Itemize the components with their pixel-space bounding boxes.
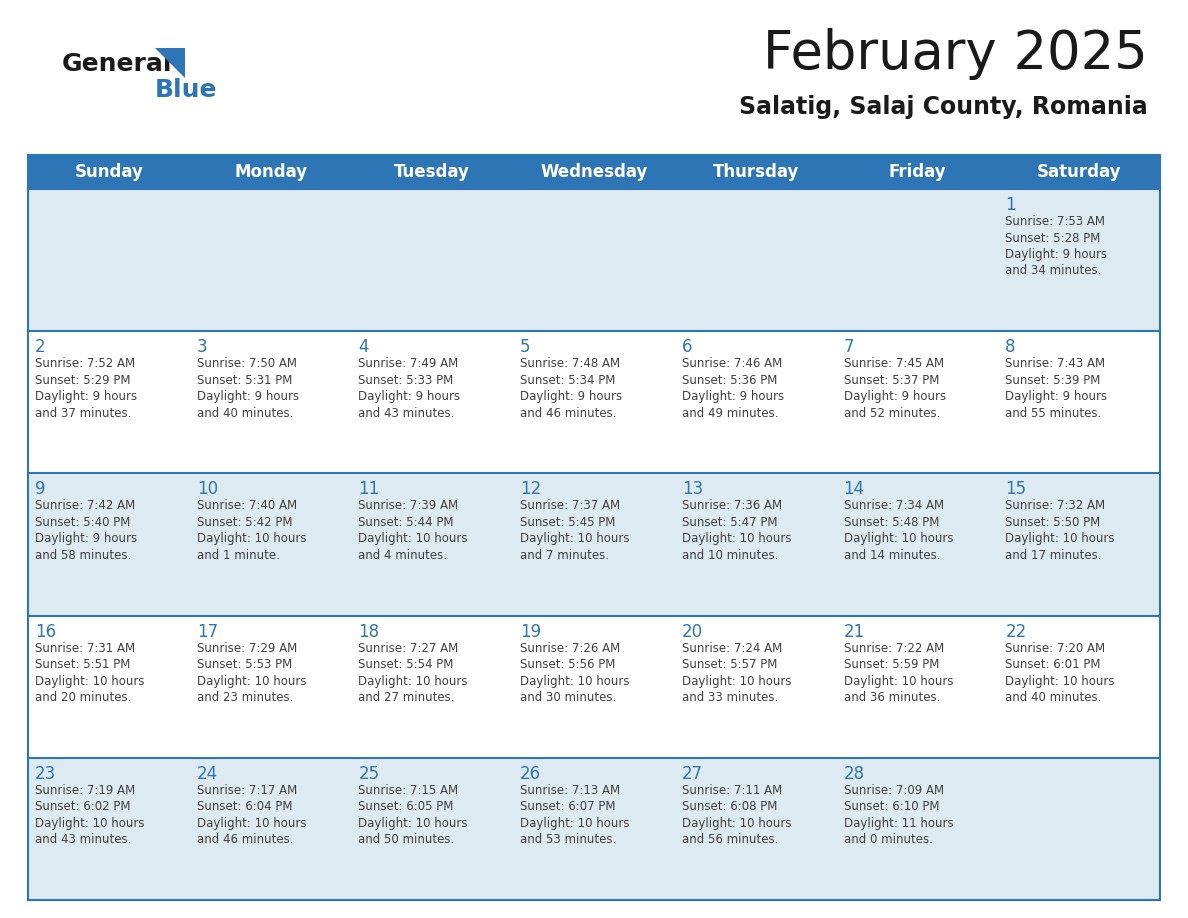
Text: Tuesday: Tuesday: [394, 163, 470, 181]
Text: Sunrise: 7:49 AM
Sunset: 5:33 PM
Daylight: 9 hours
and 43 minutes.: Sunrise: 7:49 AM Sunset: 5:33 PM Dayligh…: [359, 357, 461, 420]
Text: Sunrise: 7:17 AM
Sunset: 6:04 PM
Daylight: 10 hours
and 46 minutes.: Sunrise: 7:17 AM Sunset: 6:04 PM Dayligh…: [197, 784, 307, 846]
Text: Sunrise: 7:29 AM
Sunset: 5:53 PM
Daylight: 10 hours
and 23 minutes.: Sunrise: 7:29 AM Sunset: 5:53 PM Dayligh…: [197, 642, 307, 704]
Text: 5: 5: [520, 338, 531, 356]
Text: Sunrise: 7:37 AM
Sunset: 5:45 PM
Daylight: 10 hours
and 7 minutes.: Sunrise: 7:37 AM Sunset: 5:45 PM Dayligh…: [520, 499, 630, 562]
Text: Sunrise: 7:45 AM
Sunset: 5:37 PM
Daylight: 9 hours
and 52 minutes.: Sunrise: 7:45 AM Sunset: 5:37 PM Dayligh…: [843, 357, 946, 420]
Text: 22: 22: [1005, 622, 1026, 641]
Text: 3: 3: [197, 338, 208, 356]
Text: Sunrise: 7:32 AM
Sunset: 5:50 PM
Daylight: 10 hours
and 17 minutes.: Sunrise: 7:32 AM Sunset: 5:50 PM Dayligh…: [1005, 499, 1114, 562]
Text: Salatig, Salaj County, Romania: Salatig, Salaj County, Romania: [739, 95, 1148, 119]
Text: Sunrise: 7:52 AM
Sunset: 5:29 PM
Daylight: 9 hours
and 37 minutes.: Sunrise: 7:52 AM Sunset: 5:29 PM Dayligh…: [34, 357, 137, 420]
Text: 24: 24: [197, 765, 217, 783]
Text: 27: 27: [682, 765, 703, 783]
Text: 26: 26: [520, 765, 542, 783]
Text: 10: 10: [197, 480, 217, 498]
Text: 28: 28: [843, 765, 865, 783]
Text: 25: 25: [359, 765, 379, 783]
Text: 12: 12: [520, 480, 542, 498]
Text: 1: 1: [1005, 196, 1016, 214]
Text: Sunrise: 7:26 AM
Sunset: 5:56 PM
Daylight: 10 hours
and 30 minutes.: Sunrise: 7:26 AM Sunset: 5:56 PM Dayligh…: [520, 642, 630, 704]
Bar: [29, 757, 1159, 900]
Text: 7: 7: [843, 338, 854, 356]
Text: 4: 4: [359, 338, 369, 356]
Text: 13: 13: [682, 480, 703, 498]
Text: February 2025: February 2025: [763, 28, 1148, 80]
Bar: [29, 474, 1159, 616]
Bar: [29, 331, 1159, 474]
Text: 20: 20: [682, 622, 703, 641]
Text: Sunrise: 7:34 AM
Sunset: 5:48 PM
Daylight: 10 hours
and 14 minutes.: Sunrise: 7:34 AM Sunset: 5:48 PM Dayligh…: [843, 499, 953, 562]
Text: Sunrise: 7:48 AM
Sunset: 5:34 PM
Daylight: 9 hours
and 46 minutes.: Sunrise: 7:48 AM Sunset: 5:34 PM Dayligh…: [520, 357, 623, 420]
Text: Sunrise: 7:50 AM
Sunset: 5:31 PM
Daylight: 9 hours
and 40 minutes.: Sunrise: 7:50 AM Sunset: 5:31 PM Dayligh…: [197, 357, 299, 420]
Bar: [29, 155, 1159, 900]
Text: 19: 19: [520, 622, 542, 641]
Text: Sunrise: 7:27 AM
Sunset: 5:54 PM
Daylight: 10 hours
and 27 minutes.: Sunrise: 7:27 AM Sunset: 5:54 PM Dayligh…: [359, 642, 468, 704]
Text: General: General: [62, 52, 172, 76]
Text: Sunrise: 7:46 AM
Sunset: 5:36 PM
Daylight: 9 hours
and 49 minutes.: Sunrise: 7:46 AM Sunset: 5:36 PM Dayligh…: [682, 357, 784, 420]
Text: Sunrise: 7:20 AM
Sunset: 6:01 PM
Daylight: 10 hours
and 40 minutes.: Sunrise: 7:20 AM Sunset: 6:01 PM Dayligh…: [1005, 642, 1114, 704]
Text: 6: 6: [682, 338, 693, 356]
Text: Sunrise: 7:22 AM
Sunset: 5:59 PM
Daylight: 10 hours
and 36 minutes.: Sunrise: 7:22 AM Sunset: 5:59 PM Dayligh…: [843, 642, 953, 704]
Text: 15: 15: [1005, 480, 1026, 498]
Bar: [29, 616, 1159, 757]
Text: Sunrise: 7:09 AM
Sunset: 6:10 PM
Daylight: 11 hours
and 0 minutes.: Sunrise: 7:09 AM Sunset: 6:10 PM Dayligh…: [843, 784, 953, 846]
Text: Monday: Monday: [234, 163, 308, 181]
Text: Thursday: Thursday: [713, 163, 798, 181]
Text: 23: 23: [34, 765, 56, 783]
Text: 18: 18: [359, 622, 379, 641]
Text: 11: 11: [359, 480, 380, 498]
Text: Saturday: Saturday: [1037, 163, 1121, 181]
Polygon shape: [154, 48, 185, 78]
Bar: [29, 189, 1159, 331]
Text: Sunrise: 7:53 AM
Sunset: 5:28 PM
Daylight: 9 hours
and 34 minutes.: Sunrise: 7:53 AM Sunset: 5:28 PM Dayligh…: [1005, 215, 1107, 277]
Text: Friday: Friday: [889, 163, 946, 181]
Text: Sunrise: 7:13 AM
Sunset: 6:07 PM
Daylight: 10 hours
and 53 minutes.: Sunrise: 7:13 AM Sunset: 6:07 PM Dayligh…: [520, 784, 630, 846]
Text: Sunrise: 7:19 AM
Sunset: 6:02 PM
Daylight: 10 hours
and 43 minutes.: Sunrise: 7:19 AM Sunset: 6:02 PM Dayligh…: [34, 784, 145, 846]
Text: Sunday: Sunday: [75, 163, 144, 181]
Text: Sunrise: 7:15 AM
Sunset: 6:05 PM
Daylight: 10 hours
and 50 minutes.: Sunrise: 7:15 AM Sunset: 6:05 PM Dayligh…: [359, 784, 468, 846]
Text: Sunrise: 7:42 AM
Sunset: 5:40 PM
Daylight: 9 hours
and 58 minutes.: Sunrise: 7:42 AM Sunset: 5:40 PM Dayligh…: [34, 499, 137, 562]
Text: Sunrise: 7:39 AM
Sunset: 5:44 PM
Daylight: 10 hours
and 4 minutes.: Sunrise: 7:39 AM Sunset: 5:44 PM Dayligh…: [359, 499, 468, 562]
Text: Sunrise: 7:40 AM
Sunset: 5:42 PM
Daylight: 10 hours
and 1 minute.: Sunrise: 7:40 AM Sunset: 5:42 PM Dayligh…: [197, 499, 307, 562]
Text: Blue: Blue: [154, 78, 217, 102]
Text: 17: 17: [197, 622, 217, 641]
Text: Sunrise: 7:43 AM
Sunset: 5:39 PM
Daylight: 9 hours
and 55 minutes.: Sunrise: 7:43 AM Sunset: 5:39 PM Dayligh…: [1005, 357, 1107, 420]
Text: Sunrise: 7:36 AM
Sunset: 5:47 PM
Daylight: 10 hours
and 10 minutes.: Sunrise: 7:36 AM Sunset: 5:47 PM Dayligh…: [682, 499, 791, 562]
Bar: [29, 155, 1159, 189]
Text: Sunrise: 7:24 AM
Sunset: 5:57 PM
Daylight: 10 hours
and 33 minutes.: Sunrise: 7:24 AM Sunset: 5:57 PM Dayligh…: [682, 642, 791, 704]
Text: Sunrise: 7:31 AM
Sunset: 5:51 PM
Daylight: 10 hours
and 20 minutes.: Sunrise: 7:31 AM Sunset: 5:51 PM Dayligh…: [34, 642, 145, 704]
Text: 9: 9: [34, 480, 45, 498]
Text: 16: 16: [34, 622, 56, 641]
Text: 21: 21: [843, 622, 865, 641]
Text: 14: 14: [843, 480, 865, 498]
Text: Wednesday: Wednesday: [541, 163, 647, 181]
Text: 2: 2: [34, 338, 45, 356]
Text: Sunrise: 7:11 AM
Sunset: 6:08 PM
Daylight: 10 hours
and 56 minutes.: Sunrise: 7:11 AM Sunset: 6:08 PM Dayligh…: [682, 784, 791, 846]
Text: 8: 8: [1005, 338, 1016, 356]
